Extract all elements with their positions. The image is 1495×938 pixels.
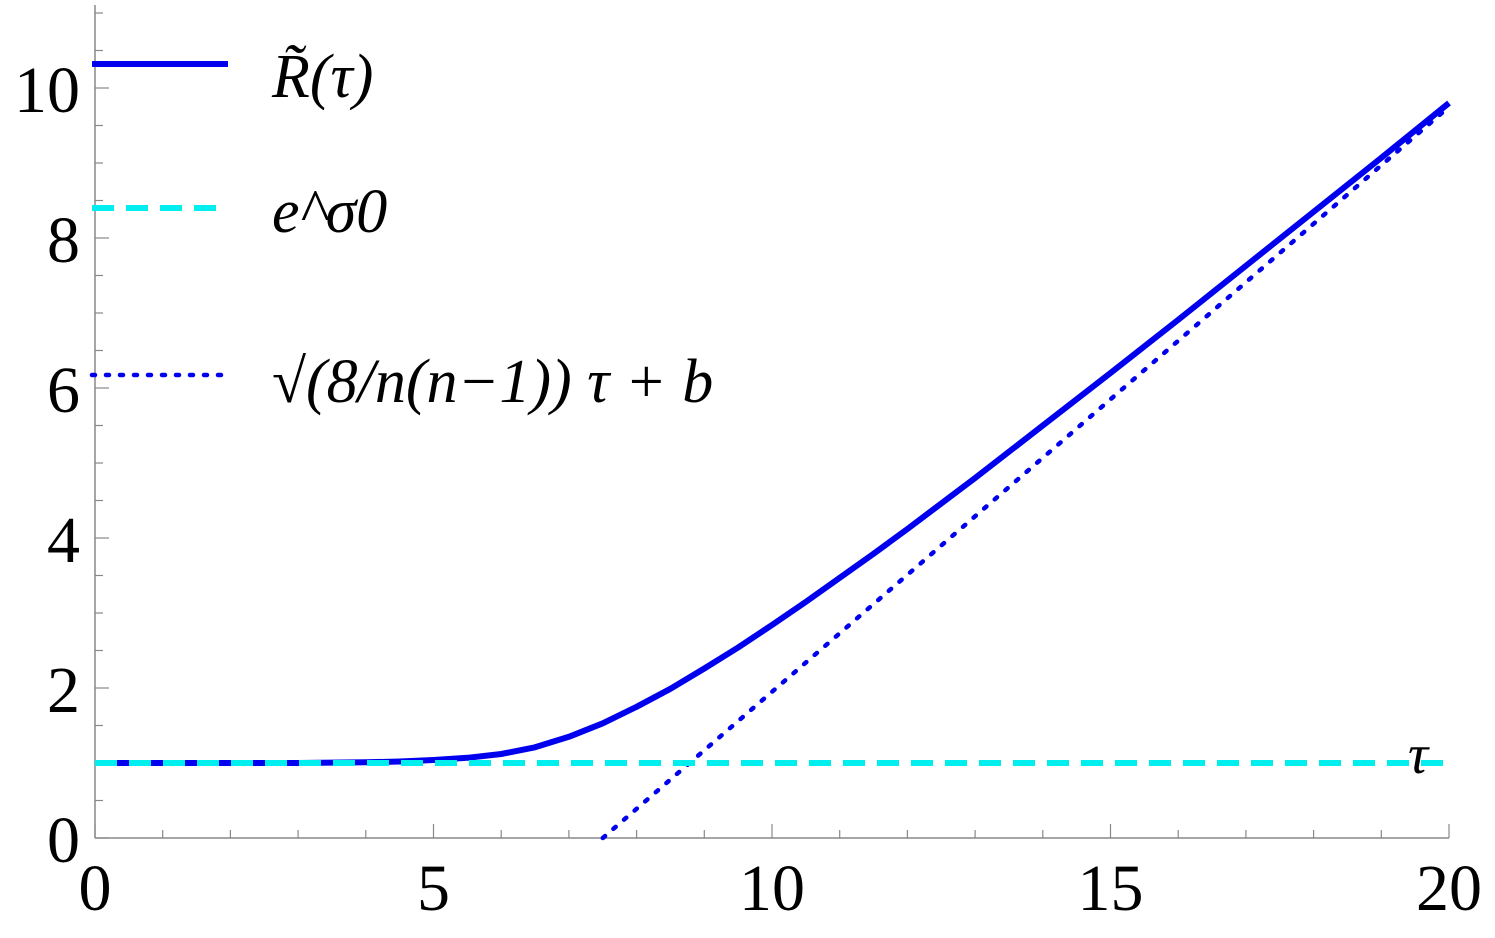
x-tick-label: 0 (79, 852, 112, 925)
series-dotted-line (600, 104, 1452, 841)
ticks (94, 12, 1450, 839)
tick-labels: 0 5 10 15 20 0 2 4 6 8 10 (14, 54, 1482, 925)
legend: R̃(τ) e^σ0 √(8/n(n−1)) τ + b (89, 43, 713, 416)
y-tick-label: 4 (47, 504, 80, 577)
x-tick-label: 20 (1416, 852, 1482, 925)
x-tick-label: 15 (1078, 852, 1144, 925)
legend-label: R̃(τ) (271, 43, 373, 111)
x-tick-label: 5 (417, 852, 450, 925)
y-tick-label: 0 (47, 804, 80, 877)
x-axis-label: τ (1408, 724, 1430, 786)
legend-label: e^σ0 (272, 178, 387, 246)
y-tick-label: 10 (14, 54, 80, 127)
axes (94, 5, 1449, 839)
legend-label: √(8/n(n−1)) τ + b (272, 348, 713, 416)
y-tick-label: 6 (47, 354, 80, 427)
y-tick-label: 2 (47, 654, 80, 727)
x-tick-label: 10 (739, 852, 805, 925)
series-layer (95, 100, 1452, 841)
y-tick-label: 8 (47, 204, 80, 277)
